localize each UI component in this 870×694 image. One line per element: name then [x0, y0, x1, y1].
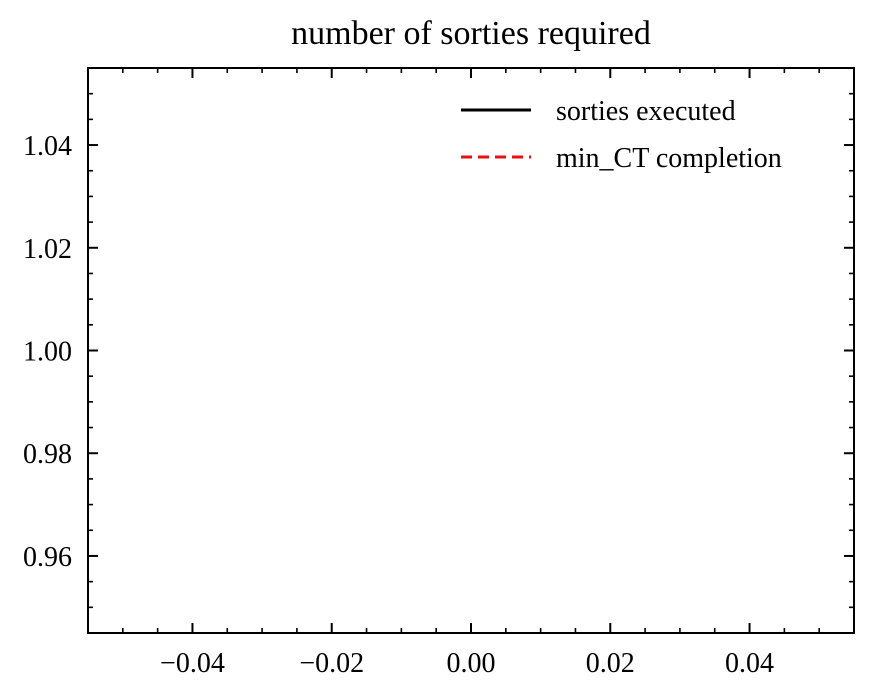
y-tick-label: 1.02: [23, 234, 72, 265]
legend: sorties executed min_CT completion: [461, 96, 782, 174]
x-tick-label: 0.00: [447, 648, 496, 679]
x-axis-ticks: −0.04 −0.02 0.00 0.02 0.04: [122, 68, 820, 679]
y-tick-label: 1.04: [23, 131, 72, 162]
x-tick-label: 0.04: [725, 648, 774, 679]
x-tick-label: −0.04: [160, 648, 225, 679]
chart-title: number of sorties required: [291, 15, 651, 52]
x-tick-label: 0.02: [586, 648, 635, 679]
legend-label-min-ct-completion: min_CT completion: [556, 143, 782, 174]
legend-label-sorties-executed: sorties executed: [556, 96, 736, 127]
y-axis-ticks: 0.96 0.98 1.00 1.02 1.04: [23, 92, 854, 609]
y-tick-label: 0.98: [23, 439, 72, 470]
y-tick-label: 0.96: [23, 542, 72, 573]
x-tick-label: −0.02: [299, 648, 364, 679]
plot-frame: [87, 67, 855, 634]
y-tick-label: 1.00: [23, 337, 72, 368]
